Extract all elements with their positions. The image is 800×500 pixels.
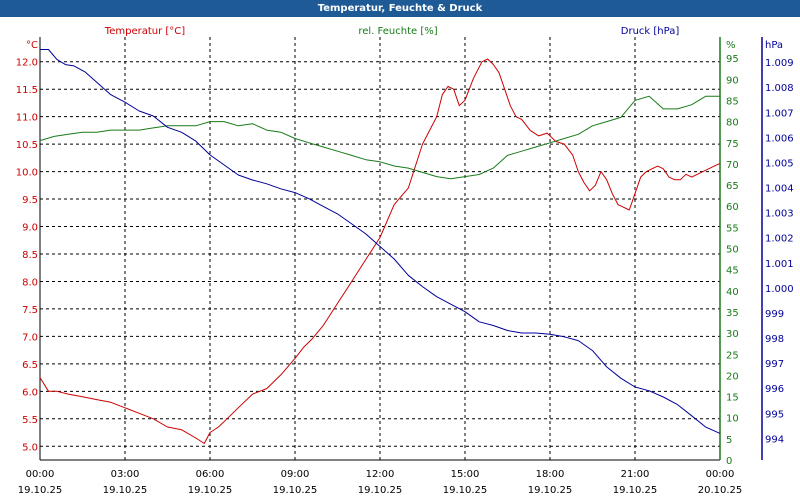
humidity-tick-label: 25 — [726, 350, 739, 361]
x-date-tick-label: 19.10.25 — [613, 485, 658, 496]
humidity-tick-label: 40 — [726, 287, 739, 298]
temperature-unit-label: °C — [26, 40, 38, 51]
x-date-tick-label: 19.10.25 — [358, 485, 403, 496]
tick-labels: 12.0 11.5 11.0 10.5 10.0 9.5 9.0 8.5 8.0 7.5 7.0 6.… — [16, 54, 794, 496]
x-date-tick-label: 19.10.25 — [528, 485, 573, 496]
x-time-tick-label: 09:00 — [281, 469, 310, 480]
grid — [39, 37, 721, 460]
temperature-tick-label: 9.5 — [22, 195, 38, 206]
humidity-tick-label: 70 — [726, 160, 739, 171]
humidity-tick-label: 75 — [726, 139, 739, 150]
pressure-tick-label: 1.008 — [765, 83, 794, 94]
temperature-tick-label: 10.5 — [16, 140, 38, 151]
temperature-tick-label: 8.5 — [22, 250, 38, 261]
humidity-series-line — [39, 95, 720, 180]
humidity-tick-label: 10 — [726, 414, 739, 425]
temperature-tick-label: 12.0 — [16, 58, 38, 69]
humidity-tick-label: 30 — [726, 329, 739, 340]
x-date-tick-label: 19.10.25 — [103, 485, 148, 496]
pressure-tick-label: 1.007 — [765, 108, 794, 119]
humidity-tick-label: 0 — [726, 456, 732, 467]
x-time-tick-label: 03:00 — [111, 469, 140, 480]
pressure-tick-label: 997 — [765, 359, 784, 370]
x-time-tick-label: 15:00 — [451, 469, 480, 480]
pressure-unit-label: hPa — [765, 40, 783, 51]
x-date-tick-label: 20.10.25 — [698, 485, 743, 496]
pressure-tick-label: 996 — [765, 384, 784, 395]
x-time-tick-label: 06:00 — [196, 469, 225, 480]
humidity-tick-label: 65 — [726, 181, 739, 192]
humidity-tick-label: 45 — [726, 266, 739, 277]
x-date-tick-label: 19.10.25 — [443, 485, 488, 496]
x-time-tick-label: 21:00 — [621, 469, 650, 480]
humidity-tick-label: 80 — [726, 118, 739, 129]
temperature-tick-label: 7.5 — [22, 305, 38, 316]
pressure-tick-label: 995 — [765, 409, 784, 420]
temperature-series-line — [39, 58, 721, 444]
pressure-tick-label: 1.009 — [765, 58, 794, 69]
x-time-tick-label: 12:00 — [366, 469, 395, 480]
humidity-tick-label: 85 — [726, 96, 739, 107]
temperature-tick-label: 9.0 — [22, 223, 38, 234]
pressure-tick-label: 1.001 — [765, 259, 794, 270]
series-lines — [39, 49, 721, 444]
pressure-tick-label: 1.004 — [765, 184, 794, 195]
pressure-tick-label: 1.005 — [765, 158, 794, 169]
axis-titles: Temperatur [°C] rel. Feuchte [%] Druck [… — [26, 26, 783, 51]
temperature-tick-label: 7.0 — [22, 332, 38, 343]
temperature-tick-label: 6.0 — [22, 387, 38, 398]
temperature-tick-label: 5.5 — [22, 415, 38, 426]
temperature-axis-title: Temperatur [°C] — [104, 26, 185, 37]
temperature-tick-label: 11.5 — [16, 85, 38, 96]
pressure-tick-label: 1.006 — [765, 133, 794, 144]
temperature-tick-label: 5.0 — [22, 442, 38, 453]
plot-frame — [39, 37, 763, 461]
humidity-tick-label: 5 — [726, 435, 732, 446]
humidity-tick-label: 35 — [726, 308, 739, 319]
pressure-tick-label: 999 — [765, 309, 784, 320]
humidity-tick-label: 20 — [726, 371, 739, 382]
pressure-tick-label: 1.003 — [765, 209, 794, 220]
pressure-tick-label: 998 — [765, 334, 784, 345]
pressure-tick-label: 1.000 — [765, 284, 794, 295]
temperature-tick-label: 10.0 — [16, 168, 38, 179]
temperature-tick-label: 8.0 — [22, 277, 38, 288]
pressure-tick-label: 1.002 — [765, 234, 794, 245]
humidity-tick-label: 55 — [726, 223, 739, 234]
temperature-tick-label: 6.5 — [22, 360, 38, 371]
pressure-tick-label: 994 — [765, 434, 784, 445]
x-date-tick-label: 19.10.25 — [18, 485, 63, 496]
humidity-tick-label: 50 — [726, 245, 739, 256]
x-time-tick-label: 00:00 — [26, 469, 55, 480]
pressure-axis-title: Druck [hPa] — [621, 26, 680, 37]
humidity-axis-title: rel. Feuchte [%] — [358, 26, 437, 37]
x-date-tick-label: 19.10.25 — [273, 485, 318, 496]
humidity-tick-label: 90 — [726, 75, 739, 86]
humidity-unit-label: % — [726, 40, 736, 51]
humidity-tick-label: 60 — [726, 202, 739, 213]
humidity-tick-label: 95 — [726, 54, 739, 65]
humidity-tick-label: 15 — [726, 393, 739, 404]
chart-title: Temperatur, Feuchte & Druck — [0, 0, 800, 17]
x-time-tick-label: 18:00 — [536, 469, 565, 480]
x-date-tick-label: 19.10.25 — [188, 485, 233, 496]
pressure-series-line — [40, 49, 721, 434]
temperature-tick-label: 11.0 — [16, 113, 38, 124]
x-time-tick-label: 00:00 — [706, 469, 735, 480]
